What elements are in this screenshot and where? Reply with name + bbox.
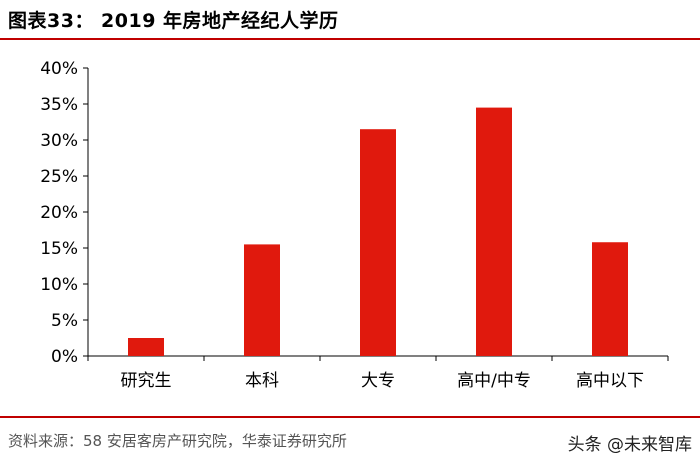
bottom-rule [0, 416, 700, 418]
bar [592, 242, 628, 356]
x-tick-label: 高中以下 [576, 371, 644, 391]
y-tick-label: 40% [40, 59, 78, 79]
figure-title: 图表33： 2019 年房地产经纪人学历 [8, 10, 339, 32]
bar-series [128, 107, 628, 356]
bar-chart: 0% 5% 10% 15% 20% 25% 30% 35% 40% 研究生 本科 大专 高中/中专 高中… [40, 59, 669, 391]
x-tick-label: 大专 [361, 371, 395, 391]
y-tick-label: 10% [40, 275, 78, 295]
y-tick-label: 30% [40, 131, 78, 151]
y-tick-label: 20% [40, 203, 78, 223]
x-axis: 研究生 本科 大专 高中/中专 高中以下 [87, 355, 669, 391]
source-note: 资料来源：58 安居客房产研究院，华泰证券研究所 [8, 432, 347, 450]
y-tick-label: 0% [51, 347, 78, 367]
bar [244, 244, 280, 356]
bar [128, 338, 164, 356]
y-tick-label: 5% [51, 311, 78, 331]
bar [360, 129, 396, 356]
top-rule [0, 38, 700, 40]
y-tick-label: 25% [40, 167, 78, 187]
x-tick-label: 高中/中专 [457, 371, 531, 391]
bar [476, 107, 512, 356]
watermark: 头条 @未来智库 [567, 435, 692, 455]
y-tick-label: 35% [40, 95, 78, 115]
y-tick-label: 15% [40, 239, 78, 259]
x-tick-label: 本科 [245, 371, 279, 391]
x-tick-label: 研究生 [121, 371, 172, 391]
y-axis: 0% 5% 10% 15% 20% 25% 30% 35% 40% [40, 59, 89, 367]
